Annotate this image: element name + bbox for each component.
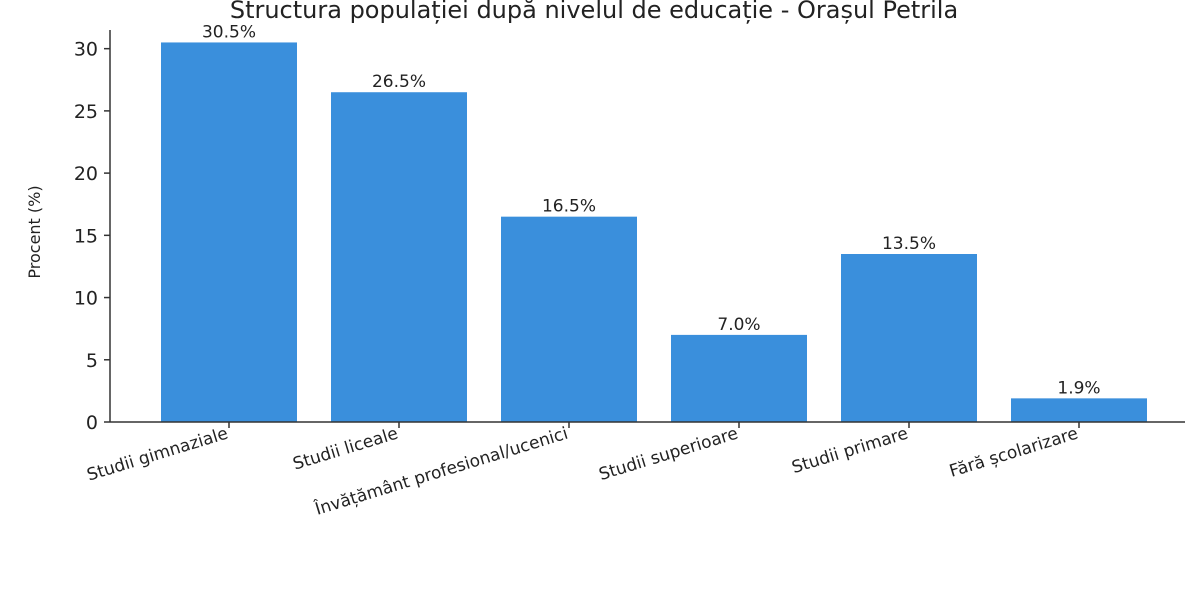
y-tick-label: 5 xyxy=(86,350,98,372)
bar-value-label: 26.5% xyxy=(372,72,426,92)
y-axis-label: Procent (%) xyxy=(25,185,44,278)
y-tick-label: 15 xyxy=(74,225,98,247)
bar-value-label: 7.0% xyxy=(717,315,760,335)
bar xyxy=(161,42,297,422)
bars-group xyxy=(161,42,1147,422)
x-tick-label: Studii primare xyxy=(789,424,910,478)
x-tick-label: Studii liceale xyxy=(291,424,401,475)
x-tick-label: Studii gimnaziale xyxy=(85,424,231,486)
x-axis: Studii gimnaziale Studii licealeÎnvățămân… xyxy=(85,421,1185,520)
y-tick-label: 20 xyxy=(74,163,98,185)
bar xyxy=(841,254,977,422)
x-tick-label: Studii superioare xyxy=(597,424,741,485)
y-axis: 0 5 10 15 20 25 30 xyxy=(74,30,111,434)
bar xyxy=(1011,398,1147,422)
y-tick-label: 0 xyxy=(86,412,98,434)
chart-title: Structura populației după nivelul de edu… xyxy=(230,0,958,24)
bar-value-label: 30.5% xyxy=(202,22,256,42)
bar-value-label: 16.5% xyxy=(542,197,596,217)
bar xyxy=(331,92,467,422)
value-labels-group: 30.5% 26.5% 16.5% 7.0% 13.5% 1.9% xyxy=(202,22,1101,398)
bar xyxy=(671,334,807,422)
y-tick-label: 10 xyxy=(74,288,98,310)
bar xyxy=(501,216,637,422)
x-tick-label: Fără școlarizare xyxy=(947,424,1080,482)
y-tick-label: 25 xyxy=(74,101,98,123)
y-tick-label: 30 xyxy=(74,39,98,61)
bar-value-label: 1.9% xyxy=(1057,378,1100,398)
bar-value-label: 13.5% xyxy=(882,234,936,254)
